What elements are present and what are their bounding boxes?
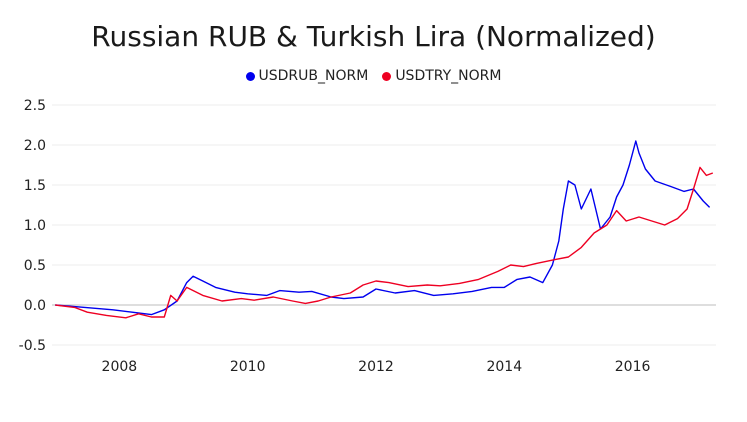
y-tick-label: 2.0: [24, 138, 46, 154]
legend-marker-try: [382, 71, 392, 81]
x-tick-label: 2008: [102, 359, 138, 375]
legend-label-rub: USDRUB_NORM: [258, 68, 369, 84]
y-tick-label: 0.0: [24, 298, 46, 314]
y-tick-label: 2.5: [24, 98, 46, 114]
y-tick-label: 1.0: [24, 218, 46, 234]
y-tick-label: -0.5: [19, 338, 46, 354]
x-tick-label: 2010: [230, 359, 266, 375]
legend-item-try[interactable]: USDTRY_NORM: [382, 68, 501, 84]
series-line-usdrub_norm[interactable]: [55, 140, 711, 316]
x-tick-label: 2016: [615, 359, 651, 375]
x-tick-label: 2014: [486, 359, 522, 375]
legend-item-rub[interactable]: USDRUB_NORM: [245, 68, 369, 84]
y-tick-label: 0.5: [24, 258, 46, 274]
legend-marker-rub: [245, 71, 255, 81]
legend: USDRUB_NORM USDTRY_NORM: [0, 68, 747, 84]
y-tick-label: 1.5: [24, 178, 46, 194]
series-line-usdtry_norm[interactable]: [55, 166, 714, 319]
legend-label-try: USDTRY_NORM: [395, 68, 502, 84]
x-tick-label: 2012: [358, 359, 394, 375]
chart-title: Russian RUB & Turkish Lira (Normalized): [91, 20, 656, 53]
